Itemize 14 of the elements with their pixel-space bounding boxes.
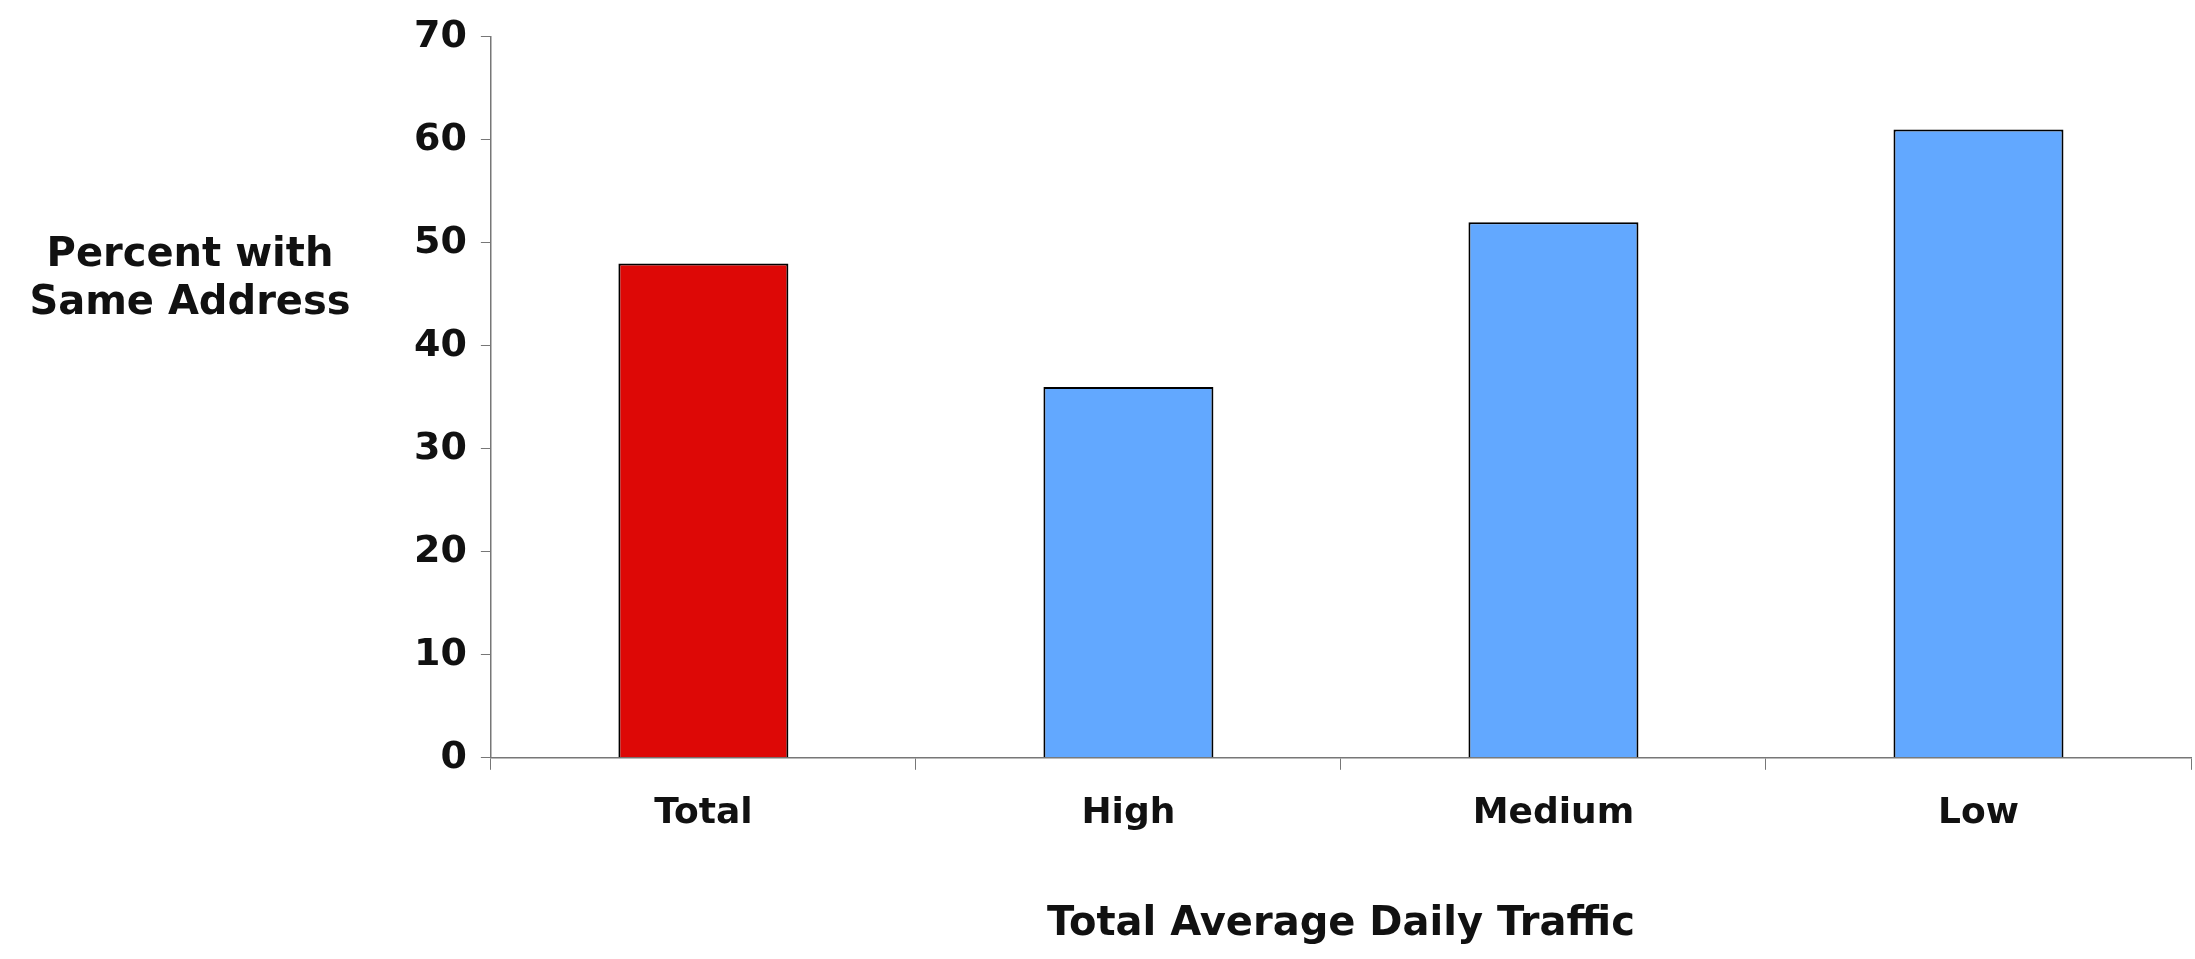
- y-axis-title: Percent with Same Address: [28, 228, 352, 324]
- x-tick-label: Low: [1938, 789, 2019, 831]
- y-tick-label: 10: [413, 629, 467, 674]
- x-tick-label: Total: [654, 789, 753, 831]
- y-tick-label: 70: [413, 11, 467, 56]
- y-tick-label: 50: [413, 217, 467, 262]
- y-tick-label: 40: [413, 320, 467, 365]
- x-tick-label: High: [1081, 789, 1176, 831]
- y-tick-label: 30: [413, 423, 467, 468]
- x-tick-label: Medium: [1472, 789, 1635, 831]
- y-tick-label: 60: [413, 114, 467, 159]
- y-tick-label: 20: [413, 526, 467, 571]
- x-axis-title: Total Average Daily Traffic: [1047, 898, 1635, 945]
- y-tick-label: 0: [440, 732, 467, 777]
